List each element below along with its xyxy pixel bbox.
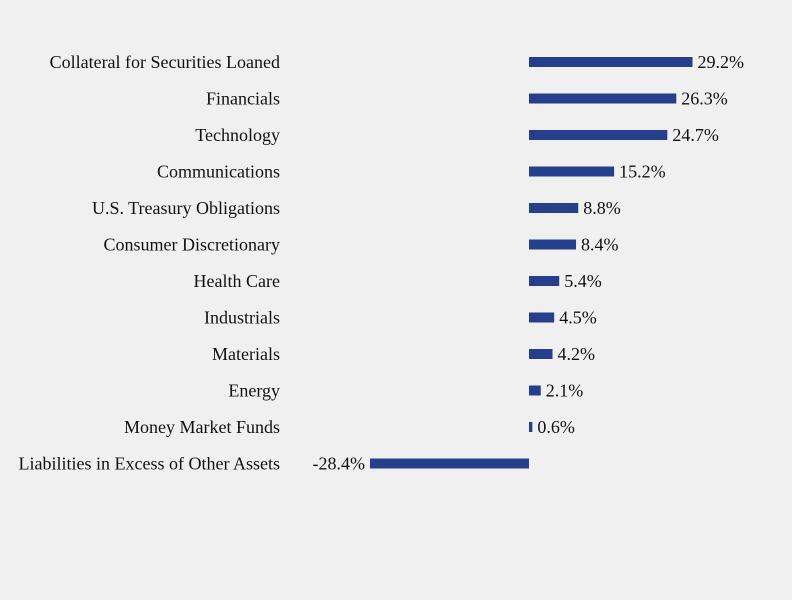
category-label-financials: Financials (206, 89, 280, 109)
bar-collateral-for-securities-loaned (529, 57, 693, 67)
bar-industrials (529, 312, 555, 323)
bar-technology (529, 130, 668, 140)
category-label-industrials: Industrials (204, 308, 280, 328)
bar-u-s-treasury-obligations (529, 203, 579, 213)
value-label-materials: 4.2% (558, 344, 596, 364)
value-label-consumer-discretionary: 8.4% (581, 235, 619, 255)
category-label-money-market-funds: Money Market Funds (124, 417, 280, 437)
value-label-technology: 24.7% (672, 125, 719, 145)
category-labels: Collateral for Securities Loaned Financia… (19, 52, 280, 474)
value-label-liabilities-in-excess-of-other-assets: -28.4% (312, 454, 365, 474)
value-label-money-market-funds: 0.6% (537, 417, 575, 437)
bar-consumer-discretionary (529, 239, 577, 250)
category-label-u-s-treasury-obligations: U.S. Treasury Obligations (92, 198, 280, 218)
category-label-consumer-discretionary: Consumer Discretionary (104, 235, 280, 255)
bar-money-market-funds (529, 422, 533, 432)
category-label-liabilities-in-excess-of-other-assets: Liabilities in Excess of Other Assets (19, 454, 280, 474)
value-label-industrials: 4.5% (559, 308, 597, 328)
value-label-energy: 2.1% (546, 381, 584, 401)
bar-materials (529, 349, 553, 359)
bar-health-care (529, 276, 560, 286)
category-label-communications: Communications (157, 162, 280, 182)
bar-energy (529, 385, 541, 396)
value-label-communications: 15.2% (619, 162, 666, 182)
category-label-technology: Technology (195, 125, 280, 145)
category-label-collateral-for-securities-loaned: Collateral for Securities Loaned (50, 52, 280, 72)
bar-financials (529, 93, 677, 104)
value-label-collateral-for-securities-loaned: 29.2% (698, 52, 745, 72)
category-label-materials: Materials (212, 344, 280, 364)
bar-liabilities-in-excess-of-other-assets (369, 458, 529, 469)
category-label-health-care: Health Care (194, 271, 280, 291)
bars (369, 57, 693, 469)
bar-communications (529, 166, 615, 177)
value-label-u-s-treasury-obligations: 8.8% (583, 198, 621, 218)
category-label-energy: Energy (228, 381, 280, 401)
value-label-health-care: 5.4% (564, 271, 602, 291)
value-labels: 29.2% 26.3% 24.7% 15.2% 8.8% 8.4% 5.4% 4.5% 4.2%… (312, 52, 744, 474)
value-label-financials: 26.3% (681, 89, 728, 109)
